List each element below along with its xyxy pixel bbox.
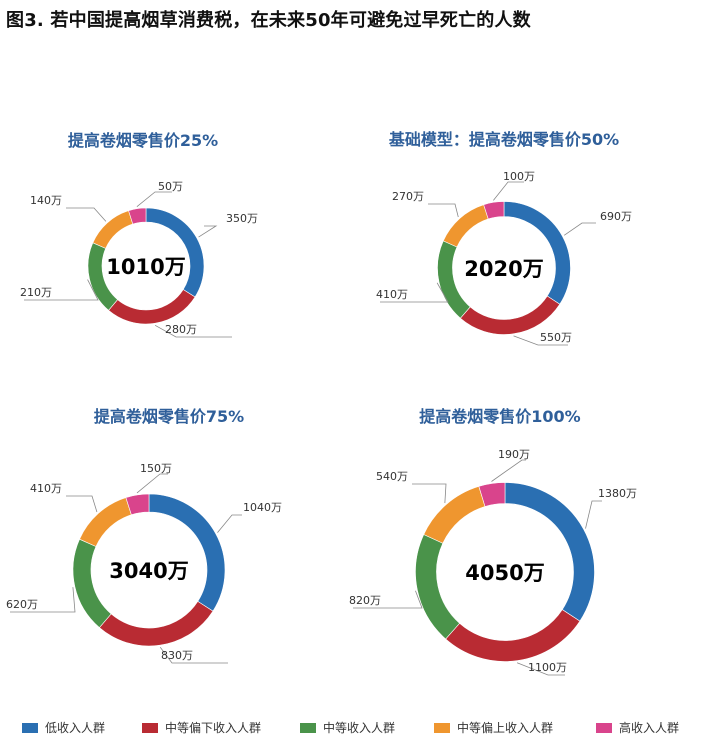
slice-lower-middle-income <box>108 289 196 325</box>
legend-item-lower-middle-income: 中等偏下收入人群 <box>142 719 261 736</box>
slice-high-income <box>125 493 150 516</box>
center-total: 3040万 <box>109 559 188 583</box>
data-label: 50万 <box>158 180 183 193</box>
leader-line <box>563 222 596 236</box>
leader-line <box>412 483 447 504</box>
slice-high-income <box>478 482 506 507</box>
data-label: 100万 <box>503 170 535 183</box>
data-label: 550万 <box>540 331 572 344</box>
leader-line <box>585 500 602 529</box>
slice-high-income <box>128 207 147 225</box>
legend-label: 中等收入人群 <box>323 721 396 735</box>
legend-item-high-income: 高收入人群 <box>596 719 679 736</box>
data-label: 820万 <box>349 594 381 607</box>
data-label: 210万 <box>20 286 52 299</box>
slice-lower-middle-income <box>98 600 214 647</box>
data-label: 150万 <box>140 462 172 475</box>
leader-line <box>516 662 565 676</box>
donut-chart-3: 提高卷烟零售价75% 1040万 830万 620万 410万 150万 3040万 <box>6 407 282 664</box>
legend-swatch-low-income <box>22 722 38 733</box>
data-label: 270万 <box>392 190 424 203</box>
slice-low-income <box>148 493 226 612</box>
legend-label: 高收入人群 <box>619 721 680 735</box>
leader-line <box>513 335 568 346</box>
donut-chart-1: 提高卷烟零售价25% 350万 280万 210万 140万 50万 1010万 <box>20 131 258 338</box>
data-label: 540万 <box>376 470 408 483</box>
data-label: 690万 <box>600 210 632 223</box>
slice-upper-middle-income <box>423 486 486 544</box>
data-label: 620万 <box>6 598 38 611</box>
center-total: 4050万 <box>465 561 544 585</box>
data-label: 1380万 <box>598 487 637 500</box>
legend-item-middle-income: 中等收入人群 <box>300 719 395 736</box>
data-label: 410万 <box>376 288 408 301</box>
slice-lower-middle-income <box>459 295 561 335</box>
slice-upper-middle-income <box>79 497 132 547</box>
leader-line <box>428 203 459 218</box>
legend-label: 低收入人群 <box>45 721 106 735</box>
data-label: 1040万 <box>243 501 282 514</box>
slice-upper-middle-income <box>442 204 489 248</box>
leader-line <box>66 495 98 513</box>
legend-item-upper-middle-income: 中等偏上收入人群 <box>434 719 553 736</box>
data-label: 280万 <box>165 323 197 336</box>
legend-swatch-upper-middle-income <box>434 722 450 733</box>
slice-lower-middle-income <box>445 609 581 662</box>
donut-chart-4: 提高卷烟零售价100% 1380万 1100万 820万 540万 190万 4050万 <box>349 407 637 676</box>
leader-line <box>154 324 232 338</box>
slice-low-income <box>145 207 205 298</box>
chart-title: 提高卷烟零售价100% <box>419 407 580 426</box>
center-total: 1010万 <box>106 255 185 279</box>
data-label: 190万 <box>498 448 530 461</box>
leader-line <box>66 207 107 222</box>
slice-upper-middle-income <box>92 210 134 249</box>
legend-item-low-income: 低收入人群 <box>22 719 105 736</box>
chart-title: 提高卷烟零售价75% <box>94 407 244 426</box>
slice-low-income <box>503 201 571 305</box>
leader-line <box>24 279 99 301</box>
figure-title: 图3. 若中国提高烟草消费税，在未来50年可避免过早死亡的人数 <box>6 10 531 31</box>
slice-middle-income <box>72 538 112 629</box>
leader-line <box>198 225 218 238</box>
leader-line <box>493 181 524 201</box>
donut-charts: 提高卷烟零售价25% 350万 280万 210万 140万 50万 1010万 基础模型：提… <box>6 130 637 676</box>
chart-title: 提高卷烟零售价25% <box>68 131 218 150</box>
leader-line <box>380 282 449 303</box>
leader-line <box>159 646 228 664</box>
slice-high-income <box>483 201 505 220</box>
data-label: 1100万 <box>528 661 567 674</box>
donut-chart-2: 基础模型：提高卷烟零售价50% 690万 550万 410万 270万 100万 2020万 <box>376 130 632 346</box>
leader-line <box>491 459 526 482</box>
data-label: 350万 <box>226 212 258 225</box>
data-label: 830万 <box>161 649 193 662</box>
data-label: 410万 <box>30 482 62 495</box>
legend-swatch-high-income <box>596 722 612 733</box>
center-total: 2020万 <box>464 257 543 281</box>
leader-line <box>136 191 172 208</box>
leader-line <box>217 514 242 533</box>
legend-swatch-middle-income <box>300 722 316 733</box>
leader-line <box>136 473 168 494</box>
slice-low-income <box>504 482 595 622</box>
legend-label: 中等偏下收入人群 <box>165 721 262 735</box>
legend: 低收入人群 中等偏下收入人群 中等收入人群 中等偏上收入人群 高收入人群 <box>22 715 702 739</box>
leader-line <box>10 587 76 613</box>
data-label: 140万 <box>30 194 62 207</box>
legend-label: 中等偏上收入人群 <box>457 721 554 735</box>
slice-middle-income <box>415 534 460 640</box>
leader-line <box>353 590 423 609</box>
chart-title: 基础模型：提高卷烟零售价50% <box>388 130 619 149</box>
legend-swatch-lower-middle-income <box>142 722 158 733</box>
